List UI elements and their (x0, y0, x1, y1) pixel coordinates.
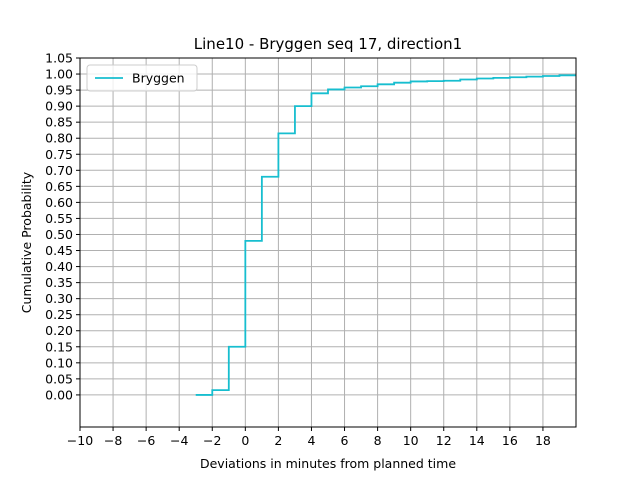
y-tick-label: 0.30 (45, 291, 73, 306)
series-layer (195, 74, 576, 396)
x-tick-label: −2 (203, 433, 221, 448)
y-tick-label: 0.90 (45, 99, 73, 114)
y-tick-label: 1.00 (45, 67, 73, 82)
x-tick-label: 2 (274, 433, 282, 448)
x-tick-label: 16 (502, 433, 518, 448)
legend: Bryggen (86, 64, 198, 92)
y-tick-label: 0.10 (45, 355, 73, 370)
y-tick-label: 0.75 (45, 147, 73, 162)
x-tick-label: 0 (241, 433, 249, 448)
y-tick-label: 0.95 (45, 83, 73, 98)
x-tick-label: −6 (137, 433, 155, 448)
x-tick-label: 8 (374, 433, 382, 448)
x-tick-label: 12 (436, 433, 452, 448)
x-tick-label: 10 (403, 433, 419, 448)
legend-box (86, 64, 198, 92)
x-tick-label: 14 (469, 433, 485, 448)
y-tick-label: 0.60 (45, 195, 73, 210)
legend-label-bryggen: Bryggen (132, 71, 185, 86)
x-tick-label: −10 (67, 433, 93, 448)
x-tick-label: −4 (170, 433, 188, 448)
y-axis-label: Cumulative Probability (19, 171, 34, 313)
x-tick-label: 6 (341, 433, 349, 448)
y-tick-label: 0.20 (45, 323, 73, 338)
y-tick-label: 0.05 (45, 371, 73, 386)
y-axis: 0.000.050.100.150.200.250.300.350.400.45… (45, 51, 80, 402)
x-axis: −10 −8 −6 −4 −2 0 2 4 6 8 10 12 14 16 18 (67, 427, 551, 448)
y-tick-label: 0.15 (45, 339, 73, 354)
y-tick-label: 0.80 (45, 131, 73, 146)
y-tick-label: 0.45 (45, 243, 73, 258)
x-tick-label: 4 (307, 433, 315, 448)
x-axis-label: Deviations in minutes from planned time (200, 456, 456, 471)
y-tick-label: 0.70 (45, 163, 73, 178)
y-tick-label: 0.25 (45, 307, 73, 322)
series-line-bryggen (195, 74, 576, 396)
y-tick-label: 0.35 (45, 275, 73, 290)
y-tick-label: 0.85 (45, 115, 73, 130)
y-tick-label: 0.55 (45, 211, 73, 226)
x-tick-label: −8 (104, 433, 122, 448)
y-tick-label: 0.40 (45, 259, 73, 274)
y-tick-label: 0.50 (45, 227, 73, 242)
x-tick-label: 18 (535, 433, 551, 448)
plot-frame (79, 57, 577, 428)
y-tick-label: 0.65 (45, 179, 73, 194)
y-tick-label: 1.05 (45, 51, 73, 66)
chart-title: Line10 - Bryggen seq 17, direction1 (194, 35, 462, 53)
y-tick-label: 0.00 (45, 387, 73, 402)
grid-lines (79, 57, 576, 427)
